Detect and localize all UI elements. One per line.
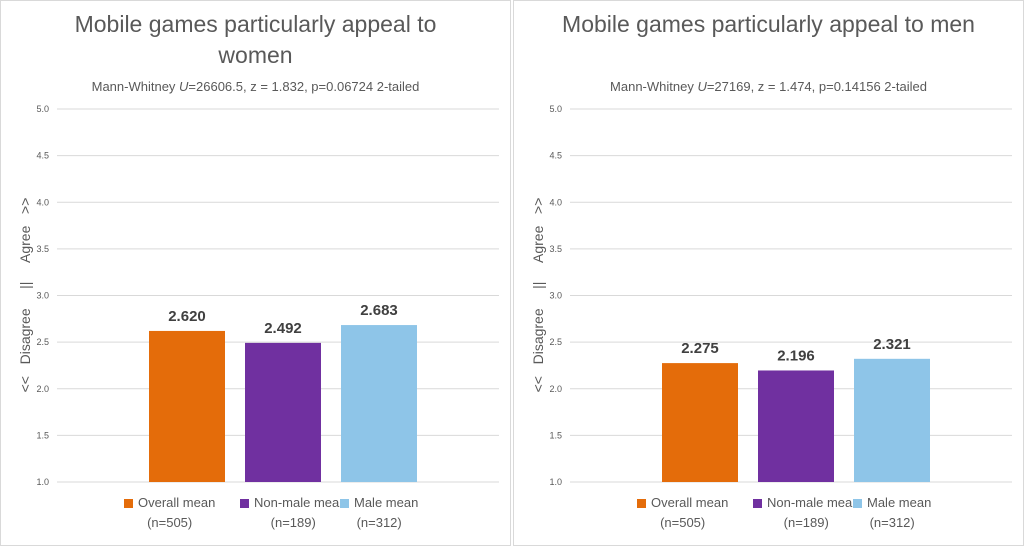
subtitle-stats: =27169, z = 1.474, p=0.14156 2-tailed [706,79,927,94]
legend-item: Non-male mean (n=189) [753,495,860,530]
legend-item: Overall mean (n=505) [124,495,215,530]
legend-count: (n=189) [783,515,829,530]
y-tick-label: 1.0 [36,477,49,487]
legend-count: (n=505) [147,515,193,530]
y-tick-label: 2.5 [549,337,562,347]
bar-value-label: 2.321 [873,336,911,353]
y-tick-label: 5.0 [549,104,562,114]
y-tick-label: 2.5 [36,337,49,347]
legend-swatch [853,499,862,509]
chart-panel-women: Mobile games particularly appeal to wome… [0,0,511,546]
y-tick-label: 1.0 [549,477,562,487]
subtitle-u: U [697,79,707,94]
legend-count: (n=312) [869,515,915,530]
y-tick-label: 4.0 [549,197,562,207]
y-tick-label: 2.0 [549,384,562,394]
legend-swatch [340,499,349,509]
legend-swatch [240,499,249,509]
chart-panel-men: Mobile games particularly appeal to men … [513,0,1024,546]
legend-item: Non-male mean (n=189) [240,495,347,530]
chart-subtitle: Mann-Whitney U=27169, z = 1.474, p=0.141… [514,79,1023,94]
y-tick-label: 5.0 [36,104,49,114]
bar-non-male-mean [758,370,834,482]
legend-count: (n=312) [356,515,402,530]
chart-title: Mobile games particularly appeal to men [562,11,975,37]
bar-non-male-mean [245,342,321,482]
y-tick-label: 3.5 [549,244,562,254]
legend-swatch [637,499,646,509]
bar-value-label: 2.275 [681,340,719,357]
legend-label: Non-male mean [767,495,860,510]
bar-overall-mean [662,363,738,482]
legend-swatch [124,499,133,509]
y-axis-label: << Disagree || Agree >> [530,197,546,393]
legend-count: (n=505) [660,515,706,530]
subtitle-stats: =26606.5, z = 1.832, p=0.06724 2-tailed [188,79,420,94]
y-tick-label: 1.5 [36,430,49,440]
bar-male-mean [341,325,417,482]
bar-value-label: 2.196 [777,347,815,364]
legend-label: Non-male mean [254,495,347,510]
legend: Overall mean (n=505) Non-male mean (n=189) M… [514,495,1023,535]
y-tick-label: 3.0 [549,291,562,301]
y-tick-label: 2.0 [36,384,49,394]
subtitle-prefix: Mann-Whitney [91,79,180,94]
legend-label: Overall mean [138,495,216,510]
legend: Overall mean (n=505) Non-male mean (n=189) M… [1,495,510,535]
legend-label: Male mean [867,495,932,510]
legend-item: Overall mean (n=505) [637,495,728,530]
y-tick-label: 4.0 [36,197,49,207]
legend-swatch [753,499,762,509]
bar-value-label: 2.683 [360,302,398,319]
y-tick-label: 3.5 [36,244,49,254]
subtitle-prefix: Mann-Whitney [610,79,698,94]
legend-item: Male mean (n=312) [340,495,418,530]
chart-plot: 1.0 1.5 2.0 2.5 3.0 3.5 4.0 4.5 5.0 2.620 2.492 2.6… [36,104,499,487]
subtitle-u: U [179,79,189,94]
y-axis-label: << Disagree || Agree >> [17,197,33,393]
legend-label: Overall mean [651,495,729,510]
y-tick-label: 4.5 [36,151,49,161]
legend-item: Male mean (n=312) [853,495,931,530]
bar-value-label: 2.620 [168,308,206,325]
y-tick-label: 4.5 [549,151,562,161]
bar-male-mean [854,358,930,482]
y-tick-label: 1.5 [549,430,562,440]
legend-label: Male mean [354,495,419,510]
chart-title: Mobile games particularly appeal to wome… [74,11,437,68]
legend-count: (n=189) [270,515,316,530]
bar-value-label: 2.492 [264,320,302,337]
chart-plot: 1.0 1.5 2.0 2.5 3.0 3.5 4.0 4.5 5.0 2.275 2.196 2.3… [549,104,1012,487]
y-tick-label: 3.0 [36,291,49,301]
chart-subtitle: Mann-Whitney U=26606.5, z = 1.832, p=0.0… [1,79,510,94]
bar-overall-mean [149,330,225,482]
